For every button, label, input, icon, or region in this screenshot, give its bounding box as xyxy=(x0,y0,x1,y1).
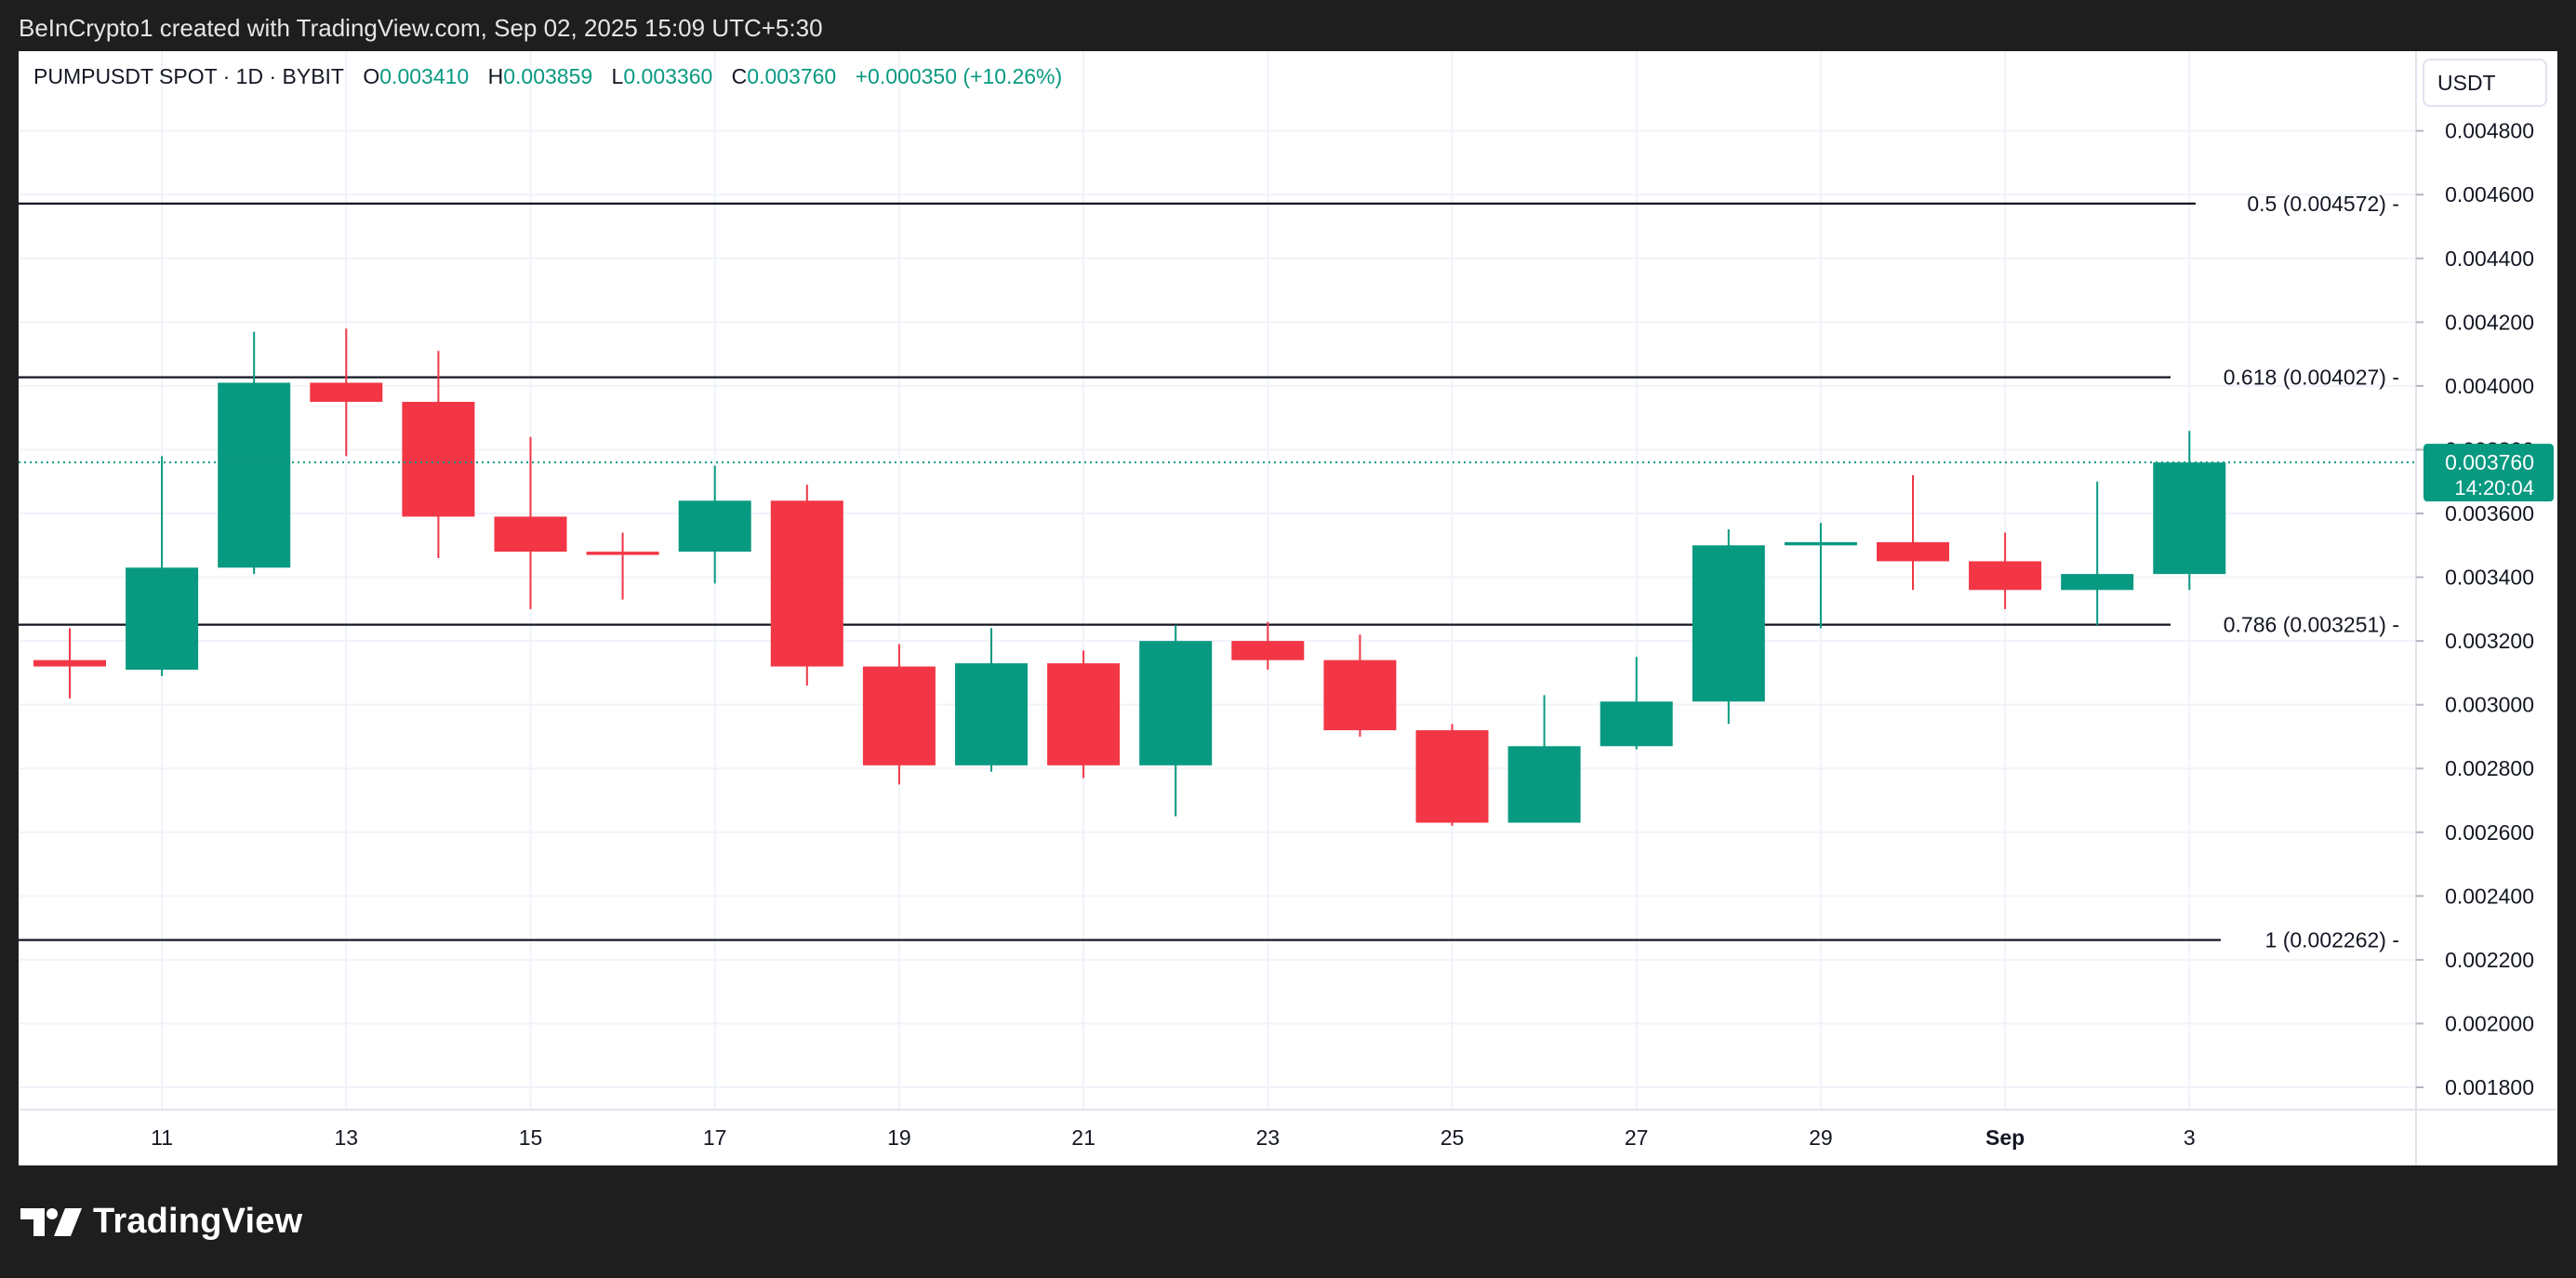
candle-body xyxy=(678,500,751,552)
price-tick-label: 0.002600 xyxy=(2445,820,2534,845)
high-value: 0.003859 xyxy=(503,64,593,88)
open-value: 0.003410 xyxy=(379,64,470,88)
price-tick-label: 0.004600 xyxy=(2445,182,2534,206)
bar-countdown: 14:20:04 xyxy=(2454,476,2534,499)
price-tick-label: 0.001800 xyxy=(2445,1075,2534,1099)
time-tick-label: 23 xyxy=(1256,1125,1281,1150)
price-tick-label: 0.003000 xyxy=(2445,693,2534,717)
last-price-badge xyxy=(2423,444,2554,502)
time-tick-label: 27 xyxy=(1625,1125,1649,1150)
candle-body xyxy=(1415,730,1489,823)
time-tick-label: 25 xyxy=(1441,1125,1465,1150)
candle-body xyxy=(33,659,106,667)
low-value: 0.003360 xyxy=(623,64,713,88)
time-tick-label: 17 xyxy=(703,1125,727,1150)
symbol-name[interactable]: PUMPUSDT SPOT · 1D · BYBIT xyxy=(33,64,344,88)
candle-body xyxy=(1784,541,1857,546)
candlestick-chart[interactable]: 0.5 (0.004572) - 0.618 (0.004027) - 0.786 … xyxy=(19,51,2557,1165)
price-tick-label: 0.002800 xyxy=(2445,756,2534,780)
candle-body xyxy=(1877,541,1949,562)
price-tick-label: 0.003400 xyxy=(2445,566,2534,590)
low-label: L xyxy=(611,64,624,88)
price-tick-label: 0.003200 xyxy=(2445,629,2534,653)
change-value: +0.000350 (+10.26%) xyxy=(855,64,1063,88)
fib-level-label: 0.5 (0.004572) - xyxy=(2247,192,2399,216)
fib-level-label: 1 (0.002262) - xyxy=(2265,928,2399,952)
candle-body xyxy=(862,666,936,765)
price-tick-label: 0.002000 xyxy=(2445,1011,2534,1035)
time-tick-label: 3 xyxy=(2184,1125,2196,1150)
candle-body xyxy=(218,382,291,568)
candle-body xyxy=(494,516,567,552)
price-tick-label: 0.004800 xyxy=(2445,119,2534,143)
close-value: 0.003760 xyxy=(747,64,837,88)
tradingview-logo[interactable]: TradingView xyxy=(20,1202,302,1242)
price-tick-label: 0.004200 xyxy=(2445,310,2534,334)
candle-body xyxy=(770,500,843,667)
candle-body xyxy=(955,663,1028,765)
close-label: C xyxy=(731,64,748,88)
candle-body xyxy=(586,552,659,555)
price-tick-label: 0.004000 xyxy=(2445,374,2534,398)
fib-level-label: 0.786 (0.003251) - xyxy=(2224,613,2399,637)
price-tick-label: 0.003600 xyxy=(2445,501,2534,526)
candle-body xyxy=(1969,561,2042,591)
price-tick-label: 0.002200 xyxy=(2445,948,2534,972)
candle-body xyxy=(1692,545,1765,702)
tradingview-logo-icon xyxy=(20,1207,82,1236)
chart-credit: BeInCrypto1 created with TradingView.com… xyxy=(19,14,823,42)
time-tick-label: 21 xyxy=(1071,1125,1095,1150)
candle-body xyxy=(1139,641,1213,765)
time-tick-label: 19 xyxy=(887,1125,911,1150)
time-tick-label: Sep xyxy=(1985,1125,2025,1150)
candle-body xyxy=(126,567,199,670)
time-tick-label: 11 xyxy=(151,1125,173,1150)
high-label: H xyxy=(487,64,504,88)
chart-panel[interactable]: 0.5 (0.004572) - 0.618 (0.004027) - 0.786 … xyxy=(19,51,2557,1165)
time-tick-label: 15 xyxy=(519,1125,543,1150)
candle-body xyxy=(2153,462,2226,575)
candle-body xyxy=(310,382,383,403)
time-tick-label: 13 xyxy=(335,1125,359,1150)
time-tick-label: 29 xyxy=(1809,1125,1833,1150)
price-tick-label: 0.004400 xyxy=(2445,246,2534,271)
candle-body xyxy=(1323,659,1397,731)
candle-body xyxy=(1600,701,1673,747)
currency-selector[interactable]: USDT xyxy=(2423,59,2547,107)
last-price-value: 0.003760 xyxy=(2445,450,2534,474)
candle-body xyxy=(2061,574,2134,591)
open-label: O xyxy=(363,64,380,88)
candle-body xyxy=(1047,663,1121,765)
candle-body xyxy=(1507,746,1581,823)
tradingview-logo-text: TradingView xyxy=(93,1202,303,1241)
symbol-legend: PUMPUSDT SPOT · 1D · BYBIT O0.003410 H0.… xyxy=(33,62,1062,90)
fib-level-label: 0.618 (0.004027) - xyxy=(2224,366,2399,390)
price-tick-label: 0.002400 xyxy=(2445,884,2534,908)
candle-body xyxy=(1231,641,1305,660)
candle-body xyxy=(402,402,475,517)
